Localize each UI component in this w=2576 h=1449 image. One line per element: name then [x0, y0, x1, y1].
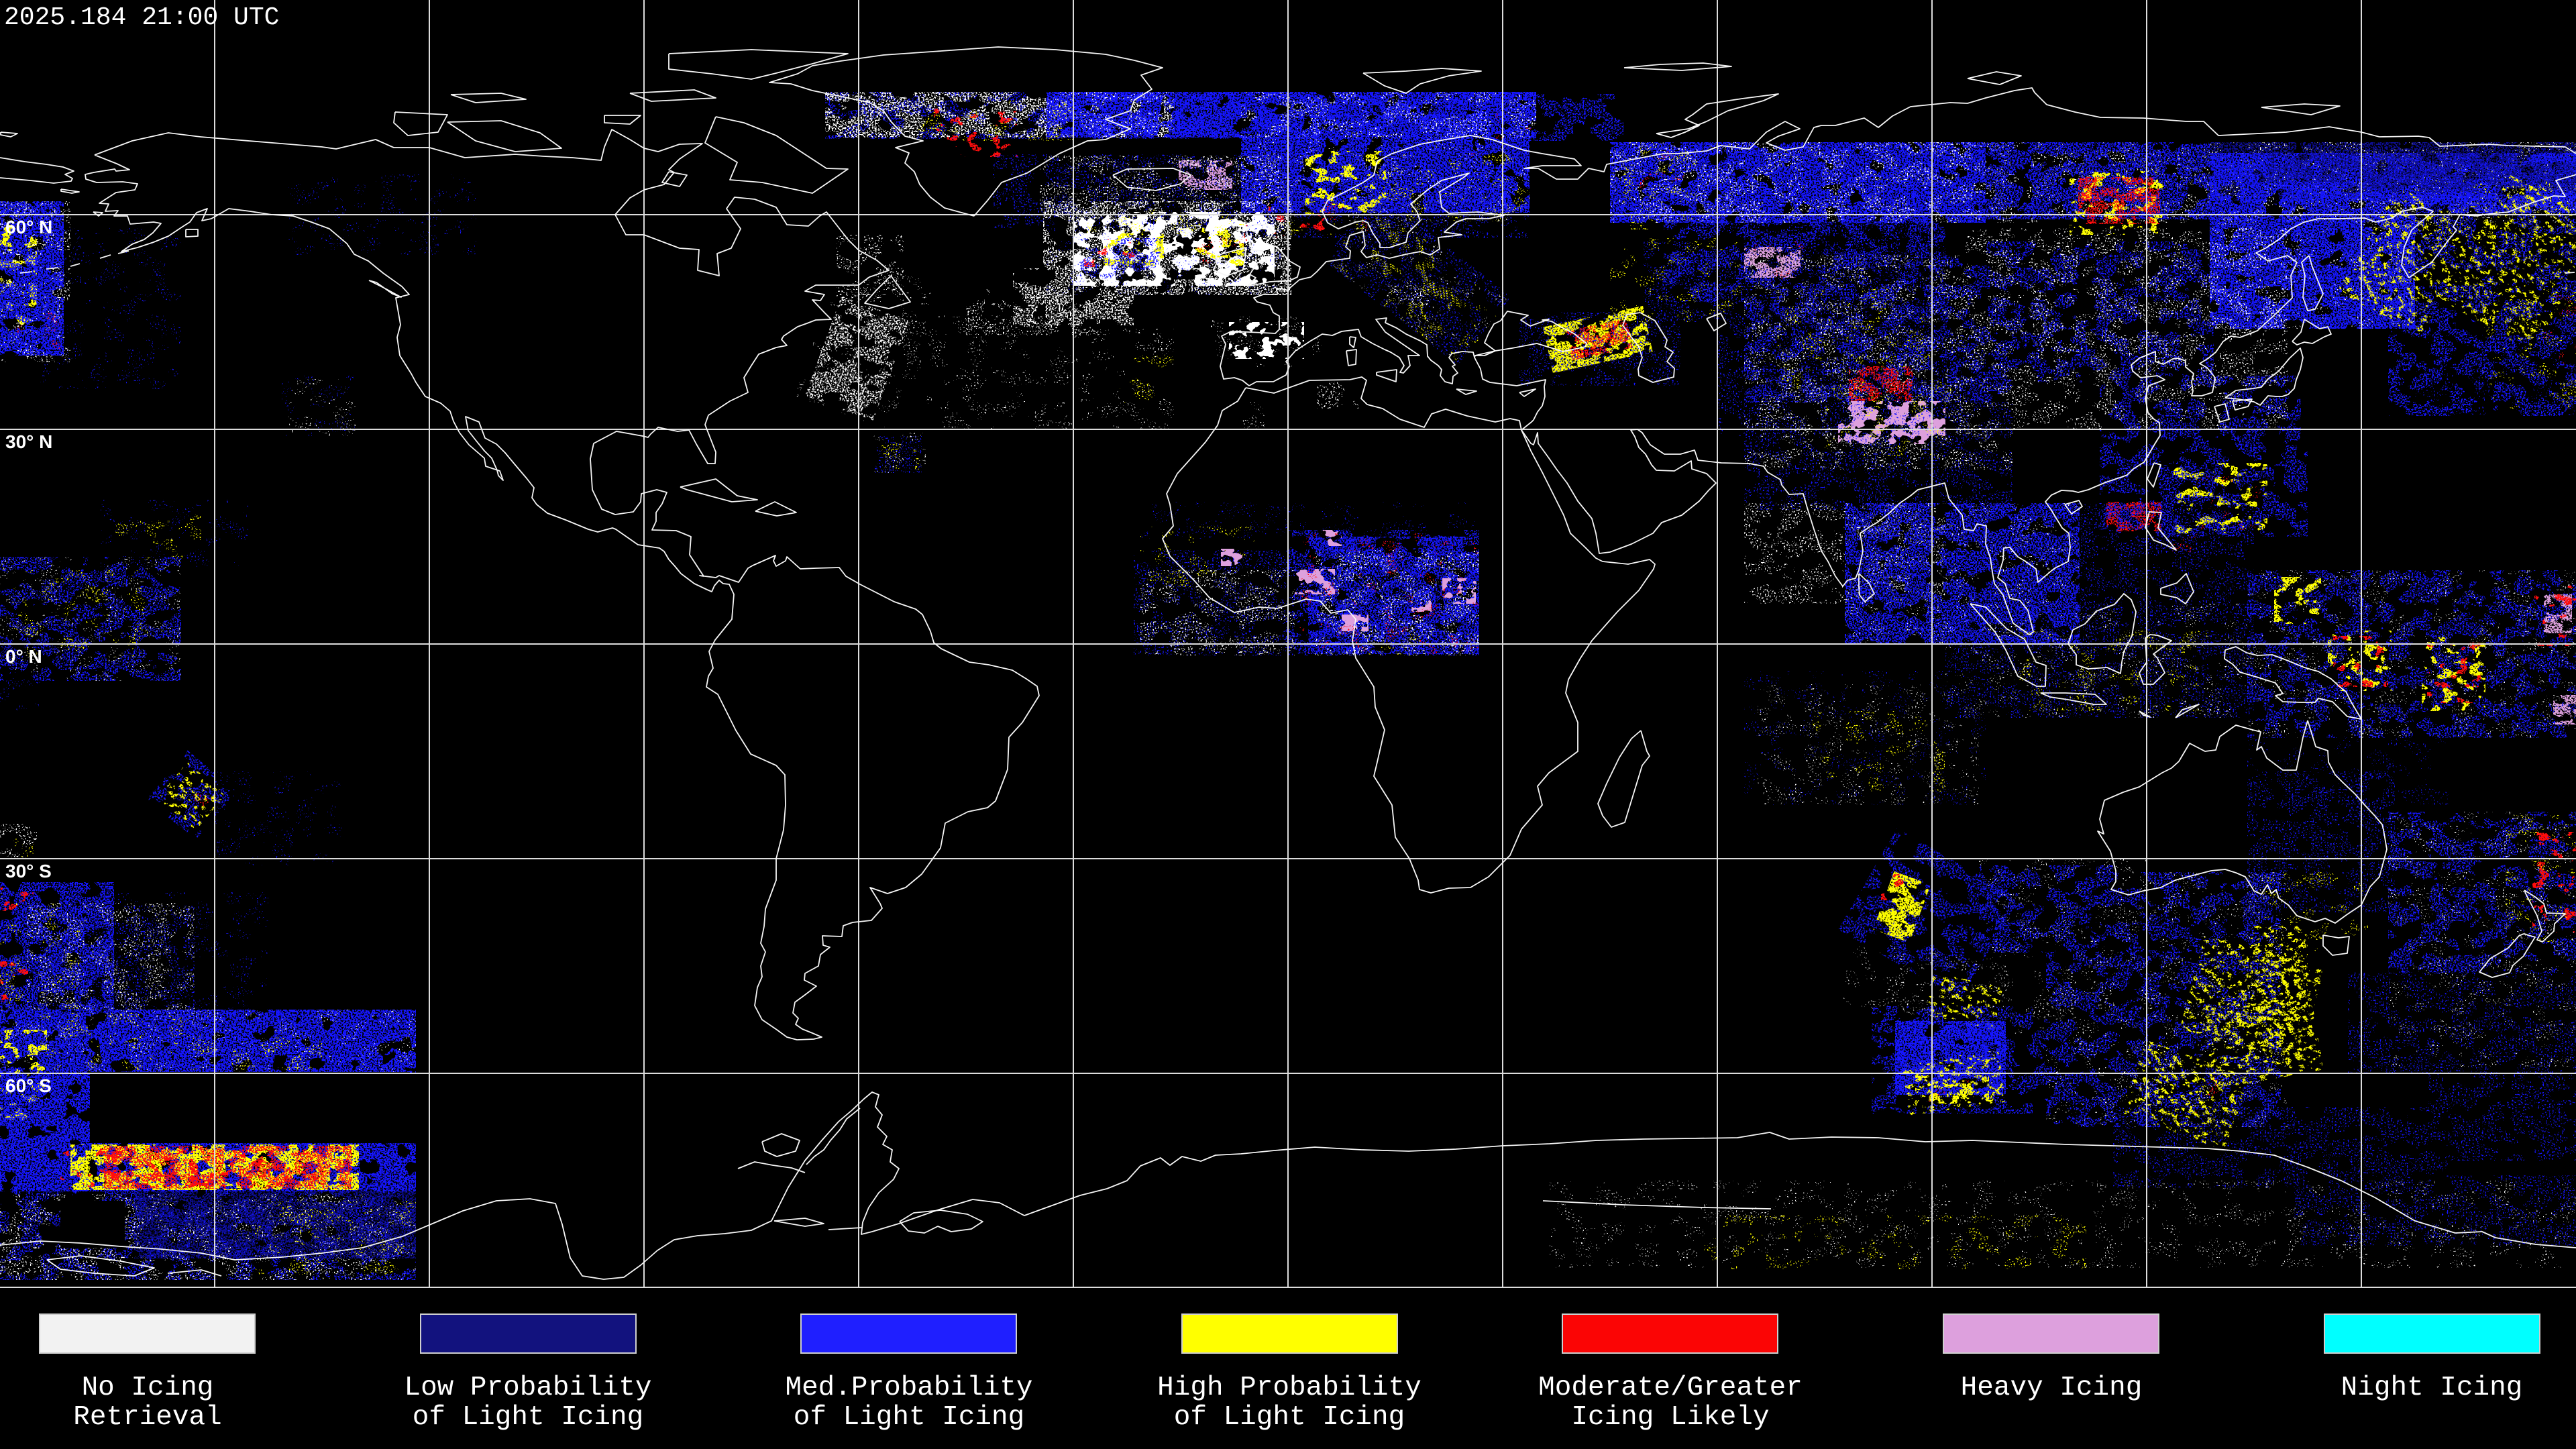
svg-text:2025.184 21:00 UTC: 2025.184 21:00 UTC — [4, 3, 279, 32]
svg-text:0° N: 0° N — [5, 646, 42, 667]
svg-text:Moderate/Greater: Moderate/Greater — [1538, 1373, 1803, 1403]
svg-text:60° S: 60° S — [5, 1075, 52, 1096]
svg-text:Retrieval: Retrieval — [73, 1402, 221, 1433]
svg-text:Low Probability: Low Probability — [404, 1373, 651, 1403]
svg-text:of Light Icing: of Light Icing — [1174, 1402, 1405, 1433]
svg-text:Night Icing: Night Icing — [2341, 1373, 2523, 1403]
svg-text:of Light Icing: of Light Icing — [413, 1402, 643, 1433]
svg-text:30° N: 30° N — [5, 431, 52, 452]
svg-text:Heavy Icing: Heavy Icing — [1961, 1373, 2143, 1403]
svg-text:Icing Likely: Icing Likely — [1571, 1402, 1769, 1433]
svg-text:of Light Icing: of Light Icing — [794, 1402, 1024, 1433]
svg-text:Med.Probability: Med.Probability — [785, 1373, 1032, 1403]
svg-text:No Icing: No Icing — [82, 1373, 214, 1403]
svg-text:60° N: 60° N — [5, 217, 52, 237]
svg-text:High Probability: High Probability — [1157, 1373, 1421, 1403]
svg-text:30° S: 30° S — [5, 861, 52, 881]
